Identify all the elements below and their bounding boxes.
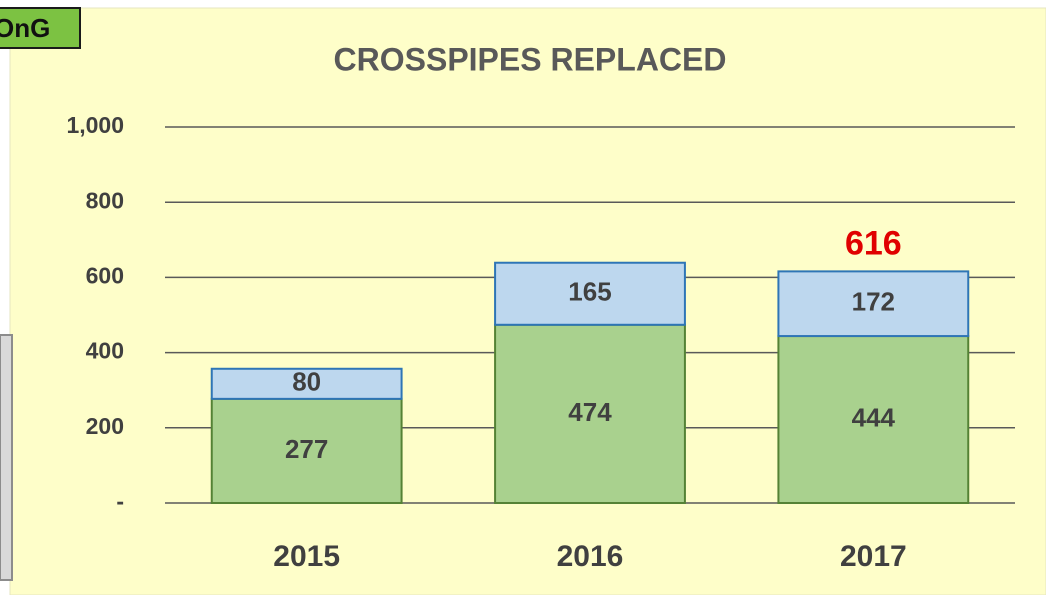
x-tick-label: 2015 — [273, 540, 340, 573]
chart-title: CROSSPIPES REPLACED — [334, 41, 727, 77]
x-tick-label: 2016 — [557, 540, 624, 573]
data-label: 277 — [285, 434, 328, 464]
y-tick-label: 800 — [86, 187, 124, 213]
data-label: 444 — [852, 402, 896, 432]
data-label: 80 — [292, 367, 321, 397]
y-tick-label: 1,000 — [66, 112, 124, 138]
y-tick-label: 400 — [86, 338, 124, 364]
data-label: 474 — [568, 397, 612, 427]
bar-segment — [777, 270, 970, 338]
bar-segment — [777, 335, 970, 504]
bar-segment — [210, 367, 403, 400]
badge — [0, 7, 81, 49]
x-tick-label: 2017 — [840, 540, 907, 573]
data-label: 165 — [568, 277, 611, 307]
badge-text: OnG — [0, 13, 50, 43]
bar-segment — [494, 261, 686, 326]
y-tick-label: - — [116, 488, 124, 514]
total-label: 616 — [845, 224, 902, 262]
y-tick-label: 600 — [86, 262, 124, 288]
data-label: 172 — [852, 287, 895, 317]
y-tick-label: 200 — [86, 413, 124, 439]
frame-edge — [0, 334, 13, 581]
